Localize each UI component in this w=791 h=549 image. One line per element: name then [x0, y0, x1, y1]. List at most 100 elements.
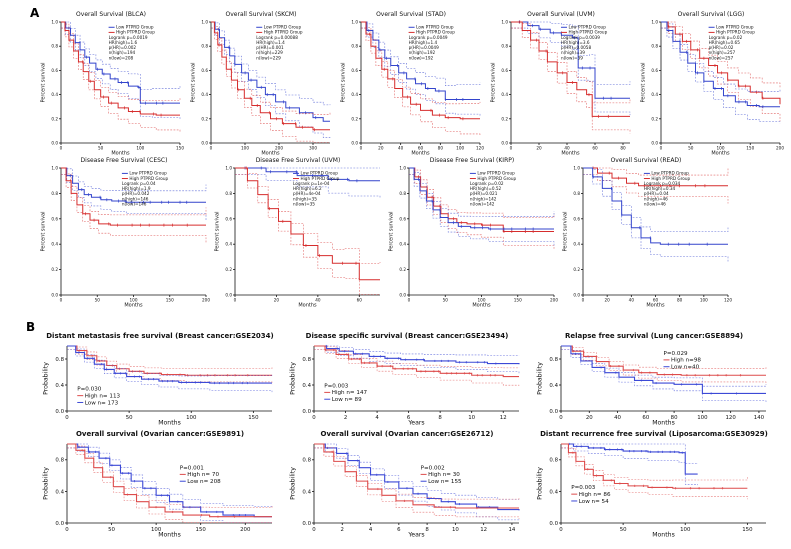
svg-text:120: 120	[476, 146, 484, 151]
chart-title: Disease specific survival (Breast cancer…	[305, 332, 509, 340]
svg-text:Percent survival: Percent survival	[191, 63, 197, 103]
svg-text:Low PTPRD Group: Low PTPRD Group	[129, 171, 167, 176]
svg-text:0.8: 0.8	[573, 191, 580, 196]
km-plot-os-blca: Overall Survival (BLCA) 0 50 100 150 0.0 0.2 0…	[38, 11, 185, 156]
svg-text:Logrank p=1e-04: Logrank p=1e-04	[293, 181, 330, 186]
svg-text:0.8: 0.8	[651, 44, 658, 49]
svg-text:50: 50	[620, 527, 627, 533]
svg-text:150: 150	[248, 415, 259, 421]
svg-text:60: 60	[357, 298, 363, 303]
svg-text:0.8: 0.8	[55, 458, 64, 464]
svg-text:p(HR)=0.002: p(HR)=0.002	[109, 45, 137, 50]
svg-text:0.4: 0.4	[302, 383, 311, 389]
svg-text:200: 200	[202, 298, 210, 303]
svg-text:0.2: 0.2	[351, 116, 358, 121]
chart-canvas: 0 2 4 6 8 10 12 14 0.0 0.4 0.8 Years Probability P=0.…	[287, 441, 527, 538]
svg-text:40: 40	[629, 298, 635, 303]
chart-canvas: 0 50 100 150 200 0.0 0.2 0.4 0.6 0.8 1.0 Months Perc…	[38, 166, 211, 309]
chart-canvas: 0 50 100 150 0.0 0.2 0.4 0.6 0.8 1.0 Months Percent…	[38, 20, 185, 156]
svg-text:n(low)=146: n(low)=146	[122, 201, 147, 206]
svg-text:20: 20	[536, 146, 542, 151]
svg-text:0.6: 0.6	[201, 68, 208, 73]
svg-text:Low PTPRD Group: Low PTPRD Group	[416, 25, 454, 30]
svg-text:n(high)=46: n(high)=46	[644, 196, 668, 201]
svg-text:P=0.001: P=0.001	[180, 465, 205, 471]
svg-text:2: 2	[341, 527, 344, 533]
svg-text:1.0: 1.0	[573, 166, 580, 171]
svg-text:Percent survival: Percent survival	[491, 63, 497, 103]
svg-text:4: 4	[375, 415, 379, 421]
km-plot-os-lgg: Overall Survival (LGG) 0 50 100 150 200 0.0 0.…	[638, 11, 785, 156]
svg-text:0.4: 0.4	[51, 242, 58, 247]
svg-text:0.6: 0.6	[51, 68, 58, 73]
km-plot-dmfs-gse2034: Distant metastasis free survival (Breast…	[40, 332, 280, 426]
svg-text:6: 6	[397, 527, 401, 533]
chart-canvas: 0 20 40 60 80 0.0 0.2 0.4 0.6 0.8 1.0 Months Percent…	[488, 20, 634, 156]
svg-text:p(HR)=0.0049: p(HR)=0.0049	[409, 45, 439, 50]
svg-text:80: 80	[677, 298, 683, 303]
svg-text:Months: Months	[158, 420, 181, 427]
svg-text:Years: Years	[407, 532, 424, 539]
svg-text:0.0: 0.0	[51, 293, 58, 298]
km-plot-os-gse9891: Overall survival (Ovarian cancer:GSE9891…	[40, 430, 280, 538]
svg-text:50: 50	[108, 527, 115, 533]
svg-text:High n= 113: High n= 113	[85, 393, 121, 399]
svg-text:150: 150	[746, 146, 754, 151]
svg-text:p(HR)=0.042: p(HR)=0.042	[122, 191, 150, 196]
chart-title: Disease Free Survival (UVM)	[255, 157, 341, 164]
svg-text:0.0: 0.0	[302, 409, 311, 415]
svg-text:Low n= 54: Low n= 54	[579, 499, 609, 505]
svg-text:100: 100	[136, 146, 144, 151]
svg-text:Probability: Probability	[43, 467, 50, 500]
svg-text:100: 100	[130, 298, 138, 303]
svg-text:p(HR)=0.001: p(HR)=0.001	[256, 45, 284, 50]
km-plot-dfs-kirp: Disease Free Survival (KIRP) 0 50 100 150 20…	[386, 157, 559, 308]
svg-text:High PTPRD Group: High PTPRD Group	[416, 30, 455, 35]
svg-text:Months: Months	[298, 303, 317, 309]
svg-text:1.0: 1.0	[351, 20, 358, 25]
svg-text:Months: Months	[158, 532, 181, 539]
svg-text:Months: Months	[652, 420, 675, 427]
svg-text:Low PTPRD Group: Low PTPRD Group	[477, 171, 515, 176]
svg-text:0.6: 0.6	[501, 68, 508, 73]
svg-text:HR(high)=1.4: HR(high)=1.4	[409, 40, 438, 45]
svg-text:0.2: 0.2	[51, 267, 58, 272]
svg-text:High PTPRD Group: High PTPRD Group	[301, 176, 340, 181]
svg-text:0.4: 0.4	[351, 92, 358, 97]
svg-text:0.8: 0.8	[351, 44, 358, 49]
svg-text:P=0.030: P=0.030	[77, 387, 102, 393]
svg-text:0.4: 0.4	[55, 383, 64, 389]
svg-text:0: 0	[582, 298, 585, 303]
chart-title: Disease Free Survival (CESC)	[80, 157, 168, 164]
svg-text:n(high)=194: n(high)=194	[109, 50, 136, 55]
svg-text:Percent survival: Percent survival	[641, 63, 647, 103]
svg-text:0.0: 0.0	[55, 409, 64, 415]
svg-text:Logrank p=0.04: Logrank p=0.04	[122, 181, 156, 186]
svg-text:HR(high)=1.9: HR(high)=1.9	[122, 186, 151, 191]
svg-text:40: 40	[614, 415, 621, 421]
svg-text:1.0: 1.0	[651, 20, 658, 25]
svg-text:High n= 30: High n= 30	[428, 472, 460, 478]
svg-text:100: 100	[478, 298, 486, 303]
svg-text:0.2: 0.2	[651, 116, 658, 121]
svg-text:Probability: Probability	[43, 362, 50, 395]
svg-text:100: 100	[680, 527, 691, 533]
svg-text:Low PTPRD Group: Low PTPRD Group	[301, 171, 339, 176]
svg-text:1.0: 1.0	[51, 166, 58, 171]
svg-text:0.8: 0.8	[501, 44, 508, 49]
svg-text:HR(high)=1.6: HR(high)=1.6	[109, 40, 138, 45]
svg-text:120: 120	[724, 298, 732, 303]
chart-title: Overall Survival (UVM)	[527, 11, 595, 18]
svg-text:60: 60	[592, 146, 598, 151]
svg-text:0.8: 0.8	[51, 44, 58, 49]
chart-title: Overall Survival (BLCA)	[76, 11, 146, 18]
svg-text:Months: Months	[646, 303, 665, 309]
svg-text:Months: Months	[124, 303, 143, 309]
chart-canvas: 0 2 4 6 8 10 12 0.0 0.4 0.8 Years Probability P=0.00…	[287, 343, 527, 426]
chart-canvas: 0 20 40 60 80 100 120 0.0 0.2 0.4 0.6 0.8 1.0 Months P…	[338, 20, 485, 156]
svg-text:p(HR)=0.021: p(HR)=0.021	[470, 191, 498, 196]
svg-text:Low n= 89: Low n= 89	[332, 397, 362, 403]
svg-text:n(high)=39: n(high)=39	[561, 50, 585, 55]
svg-text:Low PTPRD Group: Low PTPRD Group	[651, 171, 689, 176]
chart-title: Overall survival (Ovarian cancer:GSE2671…	[320, 430, 494, 438]
